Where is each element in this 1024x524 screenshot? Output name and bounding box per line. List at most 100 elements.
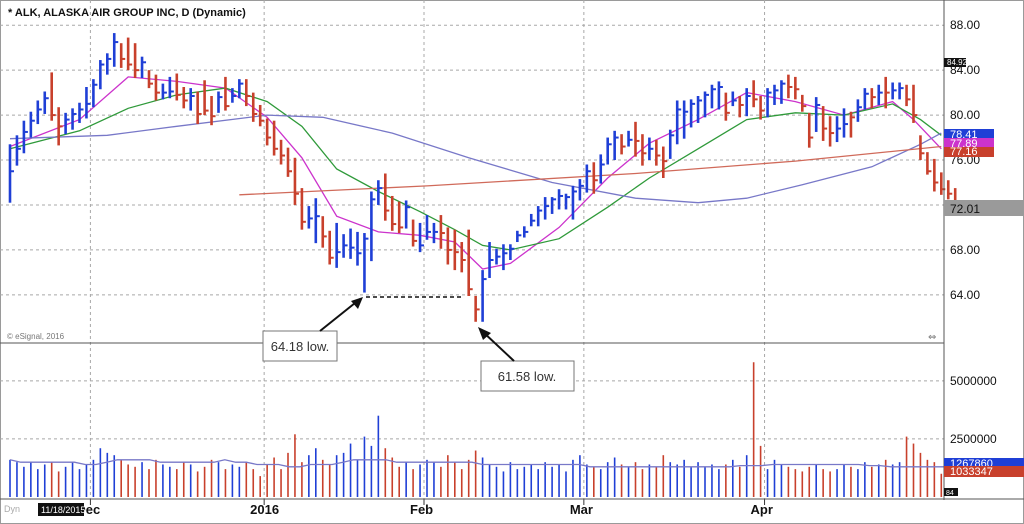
volume-badge-bottom: 84	[944, 488, 958, 497]
price-bar	[210, 95, 216, 126]
price-bar	[807, 112, 814, 148]
volume-badge-red-bg	[944, 466, 1024, 477]
time-tick-label: Apr	[751, 502, 773, 517]
volume-badge-bottom-bg	[944, 488, 958, 496]
price-bar	[397, 201, 404, 234]
price-bar	[661, 146, 668, 178]
price-bar	[522, 226, 529, 238]
price-bar	[717, 81, 723, 110]
price-bar	[126, 37, 133, 71]
price-bar	[898, 82, 904, 100]
price-bar	[383, 173, 390, 221]
price-bar	[550, 197, 557, 214]
callout-box-1	[262, 330, 338, 362]
price-bar	[370, 191, 376, 262]
price-bar	[432, 222, 438, 244]
price-bar	[328, 230, 334, 265]
price-bar	[182, 87, 188, 109]
price-bar	[856, 99, 862, 122]
price-bar	[411, 219, 418, 247]
price-bar	[15, 135, 21, 166]
price-bar	[106, 53, 112, 75]
price-badge-ma-blue-bg	[944, 129, 994, 140]
price-bar	[627, 130, 633, 147]
callout-text-1: 64.18 low.	[271, 339, 330, 354]
price-bar	[363, 233, 369, 293]
price-bar	[231, 88, 237, 103]
price-bar	[502, 244, 508, 271]
price-badge-last: 72.01	[944, 200, 1024, 216]
price-bar	[536, 206, 543, 227]
price-bar	[265, 118, 272, 146]
price-bar	[251, 92, 258, 122]
price-badge-ma-red-text: 77.16	[950, 146, 978, 158]
price-bar	[425, 215, 431, 240]
price-bar	[585, 164, 591, 193]
price-bar	[224, 76, 230, 111]
arrow-head-icon	[478, 327, 491, 340]
price-tick-label: 80.00	[950, 108, 980, 122]
callout-arrow-1	[319, 298, 361, 332]
price-bar	[766, 88, 772, 118]
price-bar	[564, 193, 570, 210]
price-bars	[8, 33, 960, 322]
volume-badge-red-text: 1033347	[950, 466, 993, 478]
price-bar	[578, 179, 584, 201]
price-bar	[57, 107, 63, 146]
price-bar	[543, 197, 550, 220]
price-bar	[529, 213, 536, 227]
price-bar	[738, 95, 744, 118]
callout-low-2: 61.58 low.	[478, 327, 575, 392]
price-bar	[745, 88, 751, 117]
price-bar	[279, 139, 286, 165]
price-bar	[696, 95, 703, 123]
price-bar	[905, 84, 911, 107]
chart-title: * ALK, ALASKA AIR GROUP INC, D (Dynamic)	[8, 7, 246, 19]
price-bar	[884, 76, 890, 109]
price-bar	[641, 134, 647, 166]
price-bar	[863, 88, 869, 110]
arrow-head-icon	[351, 297, 363, 309]
price-bar	[773, 84, 779, 105]
price-bar	[675, 100, 682, 145]
price-badge-top-text: 84.92	[947, 58, 968, 67]
scroll-right-icon[interactable]: ⇔	[928, 332, 936, 343]
price-bar	[939, 172, 946, 195]
price-bar	[245, 79, 251, 107]
price-bar	[606, 137, 612, 165]
price-bar	[36, 100, 42, 125]
price-bar	[703, 91, 709, 118]
price-bar	[78, 102, 84, 123]
price-bar	[29, 111, 35, 138]
price-bar	[682, 100, 689, 139]
price-bar	[870, 88, 876, 109]
price-badge-last-text: 72.01	[950, 202, 980, 216]
price-bar	[488, 242, 494, 278]
moving-average-layer	[9, 76, 942, 270]
price-bar	[794, 76, 800, 100]
price-bar	[689, 99, 696, 128]
price-bar	[891, 82, 897, 100]
volume-badge-bottom-text: 84	[946, 490, 954, 497]
price-bar	[92, 79, 98, 108]
copyright-label: © eSignal, 2016	[7, 332, 65, 341]
price-bar	[926, 152, 932, 175]
time-tick-label: Feb	[410, 502, 433, 517]
price-badge-last-bg	[944, 200, 1024, 216]
time-tick-label: 2016	[250, 502, 279, 517]
callout-box-2	[480, 360, 575, 392]
price-badge-ma-red: 77.16	[944, 146, 994, 158]
price-bar	[668, 129, 675, 159]
price-bar	[446, 227, 452, 265]
price-bar	[258, 104, 265, 127]
price-bar	[85, 87, 91, 119]
price-bar	[140, 56, 147, 79]
price-bar	[8, 144, 14, 203]
price-bar	[119, 43, 126, 68]
price-bar	[752, 80, 758, 108]
moving-average-line-3	[9, 114, 942, 204]
price-bar	[828, 116, 835, 147]
price-bar	[460, 242, 466, 273]
price-bar	[759, 95, 765, 120]
